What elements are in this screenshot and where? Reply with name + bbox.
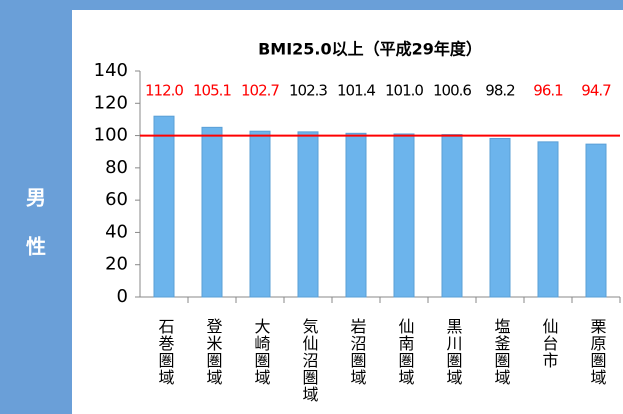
x-tick-label: 石巻圏域 [156, 318, 175, 386]
y-tick-label: 80 [105, 157, 128, 178]
value-label: 112.0 [145, 82, 183, 100]
x-tick-label: 登米圏域 [204, 318, 223, 386]
bar [441, 134, 463, 298]
value-label: 102.7 [241, 82, 279, 100]
value-label: 98.2 [485, 82, 515, 100]
x-tick-label: 黒川圏域 [444, 318, 463, 386]
x-tick-label: 塩釜圏域 [492, 318, 511, 386]
x-tick-label: 仙南圏域 [396, 318, 415, 386]
y-tick-label: 0 [117, 286, 128, 307]
bar [585, 143, 607, 298]
value-label: 100.6 [433, 82, 471, 100]
y-tick-label: 140 [94, 60, 128, 81]
value-label: 101.4 [337, 82, 375, 100]
top-band [0, 0, 623, 10]
chart-title: BMI25.0以上（平成29年度） [258, 40, 482, 59]
bar [537, 141, 559, 298]
bar [249, 130, 271, 298]
bar [297, 131, 319, 298]
value-label: 105.1 [193, 82, 231, 100]
bar [345, 132, 367, 298]
bar [201, 126, 223, 298]
bar [489, 137, 511, 298]
value-label: 94.7 [581, 82, 611, 100]
x-tick-label: 仙台市 [540, 318, 559, 369]
bar [153, 115, 175, 298]
y-tick-label: 20 [105, 254, 128, 275]
x-tick-label: 岩沼圏域 [348, 318, 367, 386]
y-tick-label: 120 [94, 92, 128, 113]
side-label: 性 [26, 235, 46, 259]
side-panel [0, 0, 72, 414]
x-tick-label: 大崎圏域 [252, 318, 271, 386]
value-label: 102.3 [289, 82, 327, 100]
value-label: 101.0 [385, 82, 423, 100]
side-label: 男 [26, 186, 46, 210]
y-tick-label: 60 [105, 189, 128, 210]
y-tick-label: 40 [105, 221, 128, 242]
y-tick-label: 100 [94, 125, 128, 146]
bar [393, 133, 415, 298]
x-tick-label: 気仙沼圏域 [300, 318, 319, 403]
value-label: 96.1 [533, 82, 563, 100]
x-tick-label: 栗原圏域 [588, 318, 607, 386]
